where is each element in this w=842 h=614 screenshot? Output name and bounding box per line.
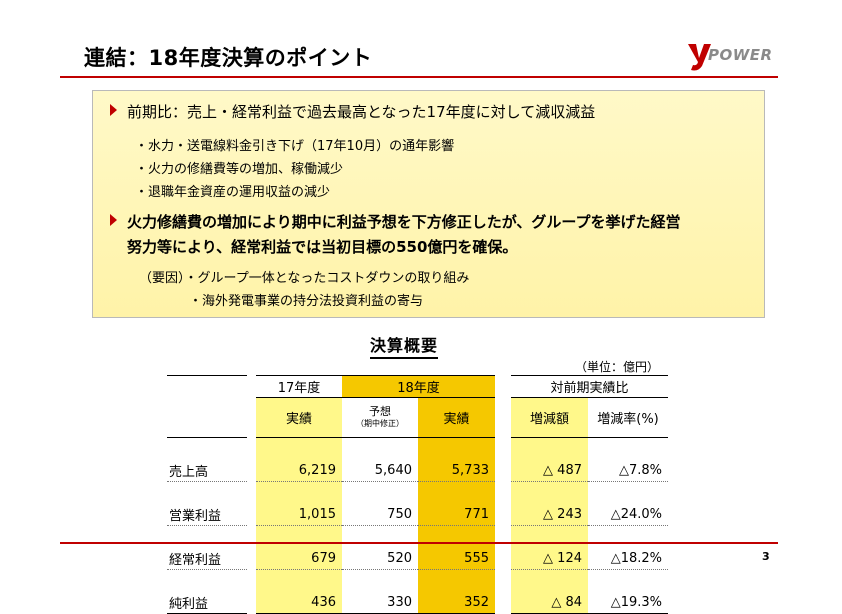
table-row: 経常利益 679 520 555 △ 124 △18.2%	[167, 547, 668, 570]
cell-rate: △24.0%	[588, 503, 668, 526]
unit-label: （単位：億円）	[575, 360, 660, 374]
cell-forecast: 520	[342, 547, 418, 570]
cell-forecast: 5,640	[342, 459, 418, 482]
col-change-rate: 増減率(%)	[588, 397, 668, 438]
col-fy18-actual: 実績	[418, 397, 495, 438]
cell-rate: △7.8%	[588, 459, 668, 482]
cell-fy18: 5,733	[418, 459, 495, 482]
header-fy17: 17年度	[256, 375, 342, 398]
point-1-sub-3: ・退職年金資産の運用収益の減少	[135, 185, 331, 200]
cell-fy17: 1,015	[256, 503, 342, 526]
cell-change: △ 124	[511, 547, 588, 570]
col-change: 増減額	[511, 397, 588, 438]
page-number: 3	[762, 550, 770, 563]
cell-fy17: 679	[256, 547, 342, 570]
group-header-row: 17年度 18年度 対前期実績比	[167, 375, 668, 398]
row-label: 売上高	[167, 459, 247, 482]
factor-2: ・海外発電事業の持分法投資利益の寄与	[189, 294, 424, 309]
bullet-triangle-icon	[110, 104, 117, 116]
table-row: 売上高 6,219 5,640 5,733 △ 487 △7.8%	[167, 459, 668, 482]
title-divider	[60, 76, 778, 78]
cell-change: △ 487	[511, 459, 588, 482]
point-2-line-2: 努力等により、経常利益では当初目標の550億円を確保。	[127, 238, 518, 256]
page-title: 連結：18年度決算のポイント	[84, 46, 373, 70]
bullet-triangle-icon	[110, 214, 117, 226]
key-points-box: 前期比：売上・経常利益で過去最高となった17年度に対して減収減益 ・水力・送電線…	[92, 90, 765, 318]
summary-table: 17年度 18年度 対前期実績比 実績 予想 （期中修正） 実績 増減額 増減率…	[167, 375, 668, 614]
footer-divider	[60, 542, 778, 544]
point-2-line-1: 火力修繕費の増加により期中に利益予想を下方修正したが、グループを挙げた経営	[127, 213, 681, 231]
point-1-sub-1: ・水力・送電線料金引き下げ（17年10月）の通年影響	[135, 139, 455, 154]
cell-fy17: 6,219	[256, 459, 342, 482]
row-label: 経常利益	[167, 547, 247, 570]
cell-fy18: 771	[418, 503, 495, 526]
logo-wordmark: POWER	[708, 46, 773, 64]
table-row: 営業利益 1,015 750 771 △ 243 △24.0%	[167, 503, 668, 526]
col-fy18-forecast-note: （期中修正）	[356, 418, 404, 428]
factor-1: （要因）・グループ一体となったコストダウンの取り組み	[139, 271, 470, 286]
cell-fy18: 555	[418, 547, 495, 570]
col-fy18-forecast: 予想 （期中修正）	[342, 397, 418, 438]
summary-title: 決算概要	[370, 332, 439, 359]
col-fy17-actual: 実績	[256, 397, 342, 438]
cell-change: △ 243	[511, 503, 588, 526]
header-fy18: 18年度	[342, 375, 495, 398]
row-label: 営業利益	[167, 503, 247, 526]
col-fy18-forecast-label: 予想	[369, 404, 391, 418]
logo-j-icon	[688, 44, 711, 71]
point-1: 前期比：売上・経常利益で過去最高となった17年度に対して減収減益	[127, 103, 596, 121]
point-1-sub-2: ・火力の修繕費等の増加、稼働減少	[135, 162, 344, 177]
column-header-row: 実績 予想 （期中修正） 実績 増減額 増減率(%)	[167, 397, 668, 438]
cell-forecast: 750	[342, 503, 418, 526]
company-logo: POWER	[686, 42, 781, 72]
cell-rate: △18.2%	[588, 547, 668, 570]
header-yoy: 対前期実績比	[511, 375, 668, 398]
